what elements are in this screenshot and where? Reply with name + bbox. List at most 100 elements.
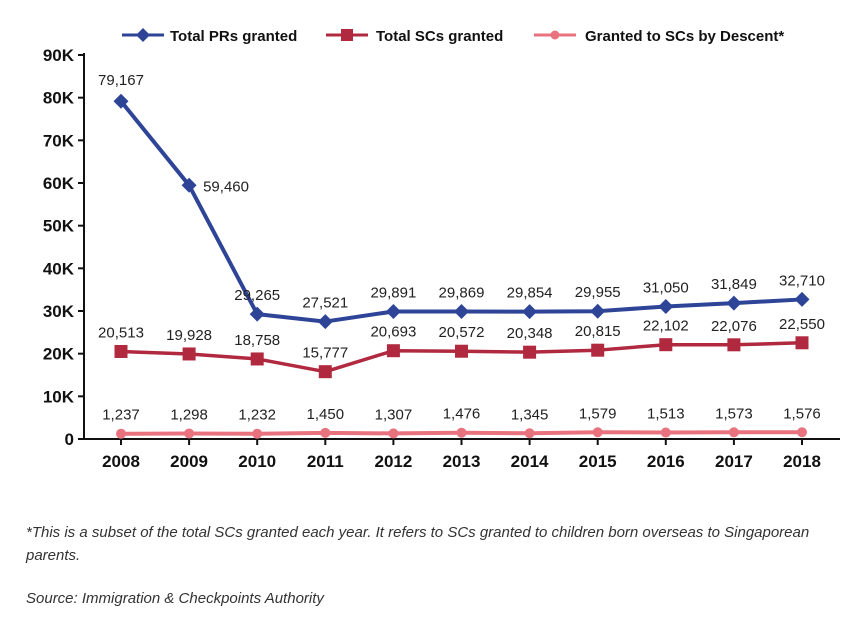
series-1-point bbox=[590, 303, 606, 319]
series-3-point bbox=[116, 428, 126, 439]
data-label: 1,450 bbox=[307, 406, 345, 423]
series-3-point bbox=[797, 427, 807, 438]
data-label: 59,460 bbox=[203, 178, 249, 195]
series-1-point bbox=[249, 306, 265, 322]
x-tick-label: 2014 bbox=[511, 452, 549, 471]
series-3-point bbox=[184, 428, 195, 439]
series-3-point bbox=[660, 427, 671, 438]
data-label: 1,307 bbox=[375, 406, 413, 423]
x-tick-label: 2013 bbox=[443, 452, 481, 471]
data-label: 29,891 bbox=[370, 284, 416, 301]
y-tick-label: 90K bbox=[43, 46, 75, 65]
y-tick-label: 70K bbox=[43, 131, 75, 150]
data-label: 19,928 bbox=[166, 327, 212, 344]
y-tick-label: 20K bbox=[43, 345, 75, 364]
series-2-point bbox=[659, 338, 673, 352]
y-tick-label: 10K bbox=[43, 387, 75, 406]
data-label: 1,232 bbox=[238, 407, 276, 424]
series-2-point bbox=[182, 347, 196, 361]
data-label: 29,854 bbox=[507, 285, 553, 302]
y-tick-label: 30K bbox=[43, 302, 75, 321]
x-tick-label: 2012 bbox=[374, 452, 412, 471]
y-tick-label: 0 bbox=[65, 430, 74, 449]
data-label: 1,573 bbox=[715, 405, 753, 422]
data-label: 1,476 bbox=[443, 406, 481, 423]
chart-source: Source: Immigration & Checkpoints Author… bbox=[26, 590, 324, 607]
y-tick-label: 60K bbox=[43, 174, 75, 193]
legend-marker-3 bbox=[550, 30, 560, 40]
series-2-point bbox=[455, 344, 468, 358]
series-1-point bbox=[726, 295, 742, 311]
data-label: 1,345 bbox=[511, 406, 549, 423]
x-tick-label: 2008 bbox=[102, 452, 140, 471]
data-labels: 79,167 59,460 29,265 27,521 29,891 29,869 29,8… bbox=[98, 72, 825, 424]
x-tick-label: 2017 bbox=[715, 452, 753, 471]
data-label: 1,298 bbox=[170, 406, 208, 423]
legend-label-1: Total PRs granted bbox=[170, 28, 297, 45]
series-3-point bbox=[388, 428, 399, 439]
data-label: 20,693 bbox=[370, 324, 416, 341]
data-label: 1,237 bbox=[102, 407, 140, 424]
data-label: 1,579 bbox=[579, 405, 617, 422]
series-1-point bbox=[794, 291, 810, 307]
data-label: 18,758 bbox=[234, 332, 280, 349]
series-1-point bbox=[385, 303, 401, 319]
y-tick-label: 50K bbox=[43, 217, 75, 236]
series-1-point bbox=[113, 93, 129, 109]
series-3-point bbox=[728, 427, 739, 438]
data-label: 22,076 bbox=[711, 318, 757, 335]
y-tick-label: 40K bbox=[43, 259, 75, 278]
series-3-point bbox=[524, 428, 535, 439]
series-2-point bbox=[591, 343, 605, 357]
data-label: 31,849 bbox=[711, 276, 757, 293]
series-1-point bbox=[454, 304, 469, 320]
x-tick-label: 2010 bbox=[238, 452, 276, 471]
data-label: 31,050 bbox=[643, 280, 689, 297]
data-label: 20,572 bbox=[439, 324, 485, 341]
series-2-point bbox=[386, 344, 400, 358]
data-label: 29,265 bbox=[234, 287, 280, 304]
series-2-point bbox=[795, 336, 809, 350]
line-chart: Total PRs granted Total SCs granted Grante… bbox=[43, 28, 840, 471]
data-label: 29,955 bbox=[575, 284, 621, 301]
series-3-point bbox=[592, 427, 603, 438]
x-axis: 2008 2009 2010 2011 2012 2013 2014 2015 2016 2017… bbox=[83, 438, 840, 471]
series-2-point bbox=[318, 365, 332, 379]
series-2-point bbox=[114, 344, 128, 358]
series-1-point bbox=[317, 314, 333, 330]
legend-label-2: Total SCs granted bbox=[376, 28, 503, 45]
series-2-point bbox=[250, 352, 264, 366]
series-1-point bbox=[522, 304, 538, 320]
series-3-point bbox=[252, 428, 263, 439]
y-axis: 0 10K 20K 30K 40K 50K 60K 70K 80K 90K bbox=[43, 46, 85, 449]
legend-label-3: Granted to SCs by Descent* bbox=[585, 28, 784, 45]
chart-legend: Total PRs granted Total SCs granted Grante… bbox=[122, 28, 784, 45]
y-tick-label: 80K bbox=[43, 89, 75, 108]
data-label: 29,869 bbox=[439, 285, 485, 302]
series-2-point bbox=[727, 338, 741, 352]
series-2-point bbox=[523, 345, 537, 359]
chart-footnote: *This is a subset of the total SCs grant… bbox=[26, 524, 810, 564]
legend-marker-1 bbox=[136, 28, 150, 42]
series-3-point bbox=[456, 427, 467, 438]
data-label: 15,777 bbox=[302, 345, 348, 362]
data-label: 20,815 bbox=[575, 323, 621, 340]
data-label: 1,513 bbox=[647, 406, 685, 423]
data-label: 20,348 bbox=[507, 325, 553, 342]
data-label: 32,710 bbox=[779, 272, 825, 289]
x-tick-label: 2015 bbox=[579, 452, 617, 471]
series-layer bbox=[113, 93, 810, 439]
x-tick-label: 2009 bbox=[170, 452, 208, 471]
data-label: 79,167 bbox=[98, 72, 144, 89]
legend-marker-2 bbox=[341, 29, 353, 41]
x-tick-label: 2011 bbox=[307, 452, 344, 471]
data-label: 20,513 bbox=[98, 324, 144, 341]
series-3-point bbox=[320, 427, 331, 438]
data-label: 22,102 bbox=[643, 318, 689, 335]
x-tick-label: 2016 bbox=[647, 452, 685, 471]
data-label: 22,550 bbox=[779, 316, 825, 333]
data-label: 1,576 bbox=[783, 405, 821, 422]
series-1-point bbox=[181, 177, 197, 193]
x-tick-label: 2018 bbox=[783, 452, 821, 471]
series-1-point bbox=[658, 299, 674, 315]
